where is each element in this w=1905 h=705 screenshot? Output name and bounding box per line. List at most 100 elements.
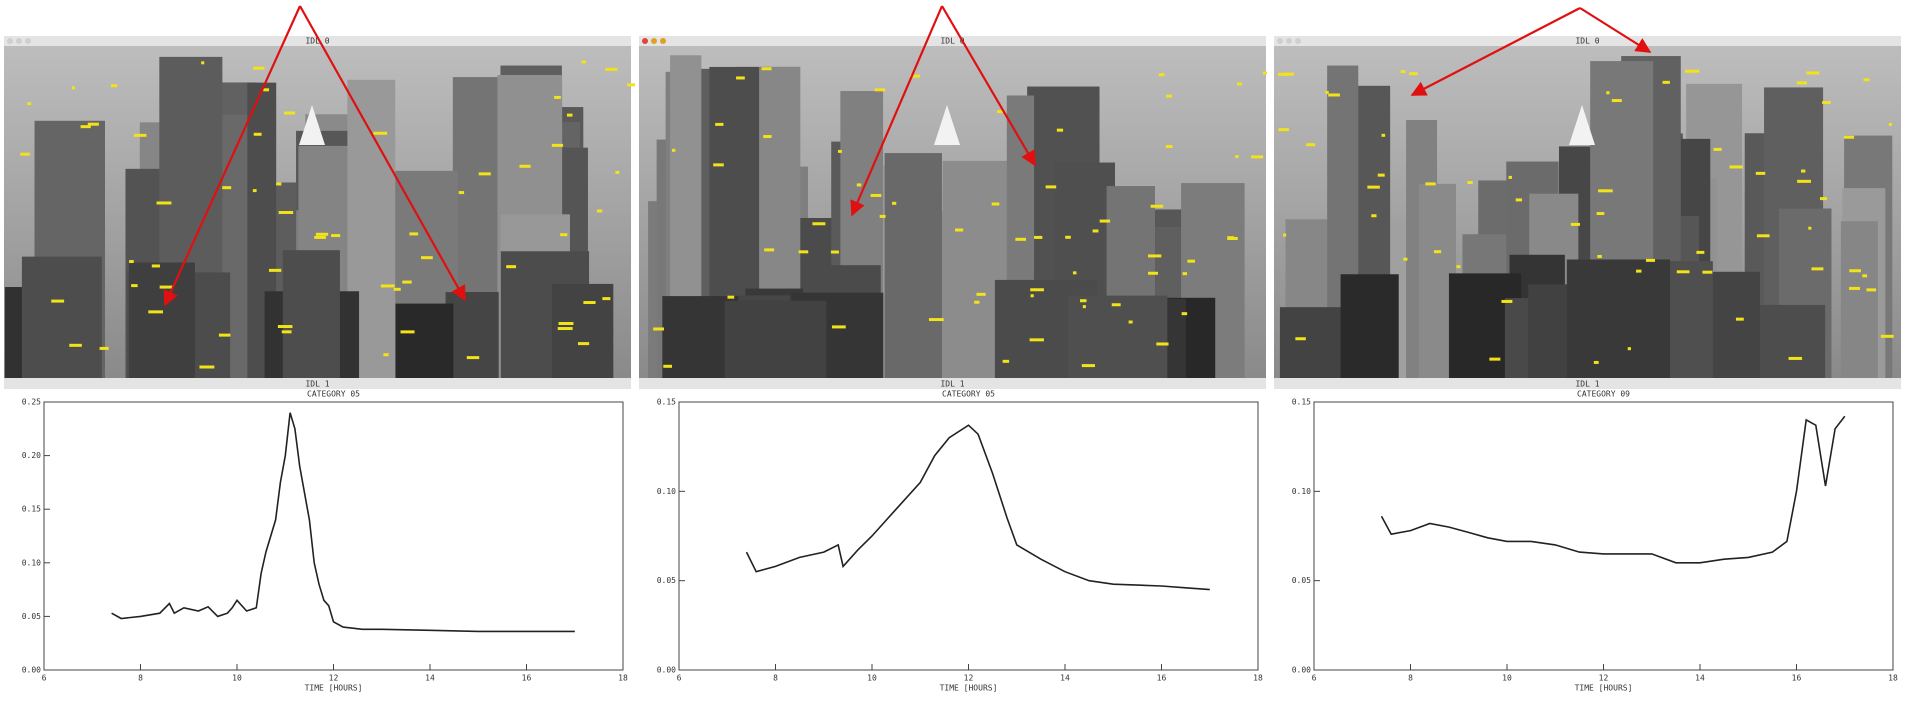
highlight <box>1235 155 1238 158</box>
x-axis-label: TIME [HOURS] <box>940 684 998 693</box>
highlight <box>1594 361 1599 364</box>
y-tick-label: 0.15 <box>22 505 41 514</box>
highlight <box>402 281 411 284</box>
highlight <box>421 256 433 259</box>
highlight <box>567 114 573 117</box>
x-tick-label: 10 <box>232 674 242 683</box>
highlight <box>799 250 809 253</box>
x-tick-label: 18 <box>1888 674 1898 683</box>
highlight <box>627 83 635 86</box>
x-tick-label: 14 <box>1060 674 1070 683</box>
window-button <box>642 38 648 44</box>
highlight <box>1187 260 1195 263</box>
highlight <box>1325 91 1328 94</box>
y-tick-label: 0.00 <box>22 666 41 675</box>
highlight <box>1736 318 1744 321</box>
highlight <box>1849 287 1860 290</box>
highlight <box>1065 236 1071 239</box>
highlight <box>81 125 91 128</box>
building <box>395 304 453 378</box>
highlight <box>254 133 262 136</box>
highlight <box>276 182 281 185</box>
x-tick-label: 8 <box>1408 674 1413 683</box>
highlight <box>1797 81 1807 84</box>
highlight <box>409 232 418 235</box>
highlight <box>1489 358 1500 361</box>
highlight <box>314 236 326 239</box>
highlight <box>764 248 774 251</box>
highlight <box>1409 72 1417 75</box>
highlight <box>401 330 415 333</box>
highlight <box>1822 101 1830 104</box>
highlight <box>578 342 589 345</box>
highlight <box>602 297 610 300</box>
building <box>1707 272 1760 378</box>
window-title: IDL 1 <box>305 380 329 389</box>
highlight <box>1182 312 1187 315</box>
highlight <box>1112 303 1121 306</box>
highlight <box>992 203 1000 206</box>
highlight <box>1328 93 1340 96</box>
highlight <box>381 284 395 287</box>
highlight <box>713 163 724 166</box>
highlight <box>1003 360 1009 363</box>
chart-title: CATEGORY 05 <box>942 390 995 399</box>
highlight <box>383 353 388 356</box>
highlight <box>506 265 516 268</box>
highlight <box>1628 347 1631 350</box>
highlight <box>1864 78 1870 81</box>
highlight <box>663 365 672 368</box>
highlight <box>1251 155 1263 158</box>
highlight <box>605 68 617 71</box>
highlight <box>832 325 846 328</box>
highlight <box>1046 185 1057 188</box>
highlight <box>1031 294 1034 297</box>
window-button <box>1295 38 1301 44</box>
highlight <box>1702 271 1712 274</box>
highlight <box>111 84 117 87</box>
building <box>885 153 942 378</box>
highlight <box>1797 180 1811 183</box>
highlight <box>253 67 264 70</box>
highlight <box>1263 72 1267 75</box>
highlight <box>131 284 137 287</box>
screenshot: IDL 0IDL 1CATEGORY 050.000.050.100.150.2… <box>0 0 1905 705</box>
highlight <box>1227 237 1237 240</box>
highlight <box>51 300 64 303</box>
highlight <box>316 233 328 236</box>
highlight <box>278 325 293 328</box>
highlight <box>1571 223 1580 226</box>
highlight <box>1401 70 1406 73</box>
highlight <box>69 344 82 347</box>
y-tick-label: 0.05 <box>1292 576 1311 585</box>
building <box>283 250 340 378</box>
highlight <box>559 322 574 325</box>
highlight <box>929 318 944 321</box>
highlight <box>812 222 825 225</box>
highlight <box>1367 186 1379 189</box>
highlight <box>219 334 231 337</box>
highlight <box>1516 198 1522 201</box>
window-title: IDL 1 <box>1575 380 1599 389</box>
highlight <box>1713 148 1721 151</box>
x-tick-label: 14 <box>425 674 435 683</box>
highlight <box>1093 229 1099 232</box>
x-tick-label: 18 <box>1253 674 1263 683</box>
highlight <box>1030 288 1044 291</box>
highlight <box>1378 174 1385 177</box>
highlight <box>282 330 292 333</box>
highlight <box>263 88 269 91</box>
highlight <box>1501 300 1512 303</box>
highlight <box>1467 181 1472 184</box>
highlight <box>1889 123 1892 126</box>
highlight <box>20 153 30 156</box>
highlight <box>1696 251 1704 254</box>
highlight <box>1730 165 1743 168</box>
plot-frame <box>1314 402 1893 670</box>
highlight <box>1425 182 1435 185</box>
highlight <box>597 209 602 212</box>
highlight <box>222 186 231 189</box>
highlight <box>1082 364 1095 367</box>
highlight <box>1597 255 1602 258</box>
